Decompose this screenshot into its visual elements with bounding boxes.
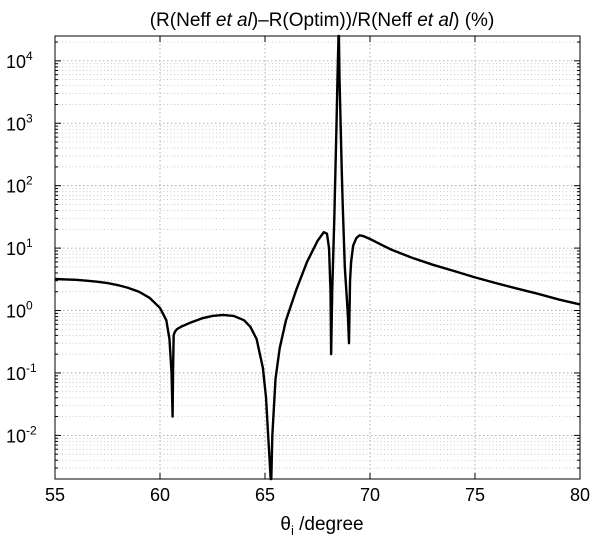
- y-tick-base: 10: [6, 364, 26, 384]
- title-part-1: et al: [216, 10, 253, 31]
- y-tick-exponent: 3: [26, 111, 33, 125]
- x-tick-label: 80: [570, 485, 590, 505]
- y-tick-base: 10: [6, 177, 26, 197]
- y-tick-base: 10: [6, 302, 26, 322]
- y-tick-label: 103: [6, 111, 33, 134]
- x-axis-label: θi /degree: [280, 514, 363, 538]
- y-tick-exponent: 1: [26, 236, 33, 250]
- y-tick-base: 10: [6, 239, 26, 259]
- x-tick-label: 65: [255, 485, 275, 505]
- x-tick-label: 75: [465, 485, 485, 505]
- y-tick-base: 10: [6, 426, 26, 446]
- y-tick-label: 10-1: [6, 361, 37, 384]
- y-tick-base: 10: [6, 114, 26, 134]
- y-tick-label: 10-2: [6, 423, 37, 446]
- y-tick-exponent: 4: [26, 49, 33, 63]
- y-tick-label: 104: [6, 49, 33, 72]
- x-label-subscript: i: [291, 523, 294, 538]
- title-part-2: )–R(Optim))/R(Neff: [252, 10, 417, 31]
- y-tick-label: 101: [6, 236, 33, 259]
- y-tick-exponent: -2: [26, 423, 37, 437]
- x-tick-label: 60: [150, 485, 170, 505]
- x-label-symbol: θ: [280, 514, 291, 535]
- plot-lines: [54, 34, 581, 481]
- y-tick-label: 102: [6, 174, 33, 197]
- y-tick-exponent: 2: [26, 174, 33, 188]
- series-line-0: [54, 34, 581, 481]
- y-tick-label: 100: [6, 299, 33, 322]
- x-label-text: /degree: [294, 514, 364, 535]
- x-tick-label: 55: [45, 485, 65, 505]
- ticks: [54, 36, 581, 479]
- chart-title: (R(Neff et al)–R(Optim))/R(Neff et al) (…: [150, 10, 495, 31]
- y-tick-exponent: 0: [26, 299, 33, 313]
- grid: [55, 36, 580, 479]
- x-tick-label: 70: [360, 485, 380, 505]
- y-tick-exponent: -1: [26, 361, 37, 375]
- y-tick-base: 10: [6, 52, 26, 72]
- title-part-4: ) (%): [453, 10, 494, 31]
- title-part-3: et al: [417, 10, 454, 31]
- title-part-0: (R(Neff: [150, 10, 216, 31]
- x-tick-labels: 55 60 65 70 75 80: [45, 485, 590, 505]
